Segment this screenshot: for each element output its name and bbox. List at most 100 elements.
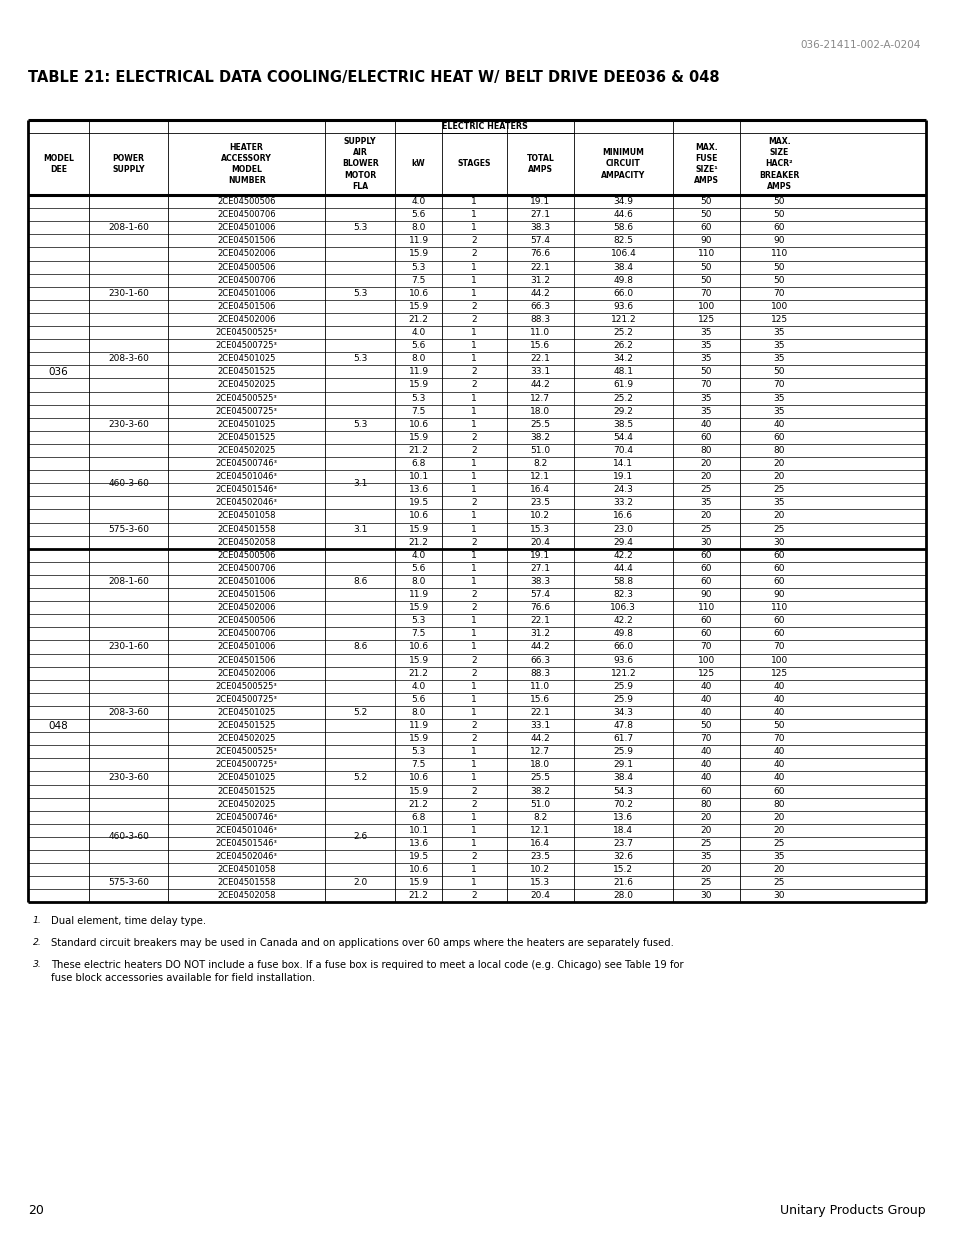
Text: 19.1: 19.1 (530, 551, 550, 559)
Text: 57.4: 57.4 (530, 590, 550, 599)
Text: 25.5: 25.5 (530, 420, 550, 429)
Text: 29.1: 29.1 (613, 761, 633, 769)
Text: 10.1: 10.1 (408, 826, 428, 835)
Text: 2CE04501506: 2CE04501506 (217, 236, 275, 246)
Text: 29.4: 29.4 (613, 537, 633, 547)
Text: 42.2: 42.2 (613, 616, 633, 625)
Text: 2CE04500706: 2CE04500706 (217, 275, 275, 284)
Text: 76.6: 76.6 (530, 249, 550, 258)
Text: 35: 35 (773, 852, 784, 861)
Text: 21.2: 21.2 (408, 799, 428, 809)
Text: 8.0: 8.0 (411, 354, 425, 363)
Text: 125: 125 (698, 668, 714, 678)
Text: 21.2: 21.2 (408, 668, 428, 678)
Text: 2CE04500506: 2CE04500506 (217, 551, 275, 559)
Text: 25: 25 (773, 839, 784, 848)
Text: 35: 35 (700, 499, 712, 508)
Text: 38.3: 38.3 (530, 577, 550, 585)
Text: 2CE04500746³: 2CE04500746³ (215, 813, 277, 821)
Text: 2CE04501558: 2CE04501558 (217, 878, 275, 887)
Text: 2CE04501506: 2CE04501506 (217, 590, 275, 599)
Text: 16.4: 16.4 (530, 839, 550, 848)
Text: 10.6: 10.6 (408, 866, 428, 874)
Text: 80: 80 (700, 446, 712, 454)
Text: 2: 2 (471, 603, 476, 613)
Text: 1: 1 (471, 224, 476, 232)
Text: 48.1: 48.1 (613, 367, 633, 377)
Text: 048: 048 (49, 720, 69, 731)
Text: 2CE04502006: 2CE04502006 (217, 603, 275, 613)
Text: 1: 1 (471, 289, 476, 298)
Text: 25.9: 25.9 (613, 747, 633, 756)
Text: 50: 50 (773, 367, 784, 377)
Text: TOTAL
AMPS: TOTAL AMPS (526, 154, 554, 174)
Text: 2CE04500725³: 2CE04500725³ (215, 761, 277, 769)
Text: 230-3-60: 230-3-60 (108, 773, 149, 783)
Text: 27.1: 27.1 (530, 210, 550, 219)
Text: 2CE04502025: 2CE04502025 (217, 380, 275, 389)
Text: 15.9: 15.9 (408, 656, 428, 664)
Text: 2CE04502025: 2CE04502025 (217, 734, 275, 743)
Text: 20: 20 (773, 511, 784, 520)
Text: 8.6: 8.6 (353, 642, 367, 651)
Text: 036: 036 (49, 367, 69, 377)
Text: 60: 60 (700, 787, 712, 795)
Text: 8.0: 8.0 (411, 577, 425, 585)
Text: 1: 1 (471, 394, 476, 403)
Text: 2: 2 (471, 892, 476, 900)
Text: 12.7: 12.7 (530, 747, 550, 756)
Text: 70: 70 (700, 642, 712, 651)
Text: 25: 25 (773, 485, 784, 494)
Text: 1: 1 (471, 682, 476, 690)
Text: 25: 25 (700, 485, 711, 494)
Text: 44.2: 44.2 (530, 380, 550, 389)
Text: 1: 1 (471, 839, 476, 848)
Text: 66.0: 66.0 (613, 642, 633, 651)
Text: 70: 70 (700, 289, 712, 298)
Text: 15.2: 15.2 (613, 866, 633, 874)
Text: 18.0: 18.0 (530, 761, 550, 769)
Text: 2: 2 (471, 315, 476, 324)
Text: 2: 2 (471, 301, 476, 311)
Text: 49.8: 49.8 (613, 275, 633, 284)
Text: 100: 100 (770, 656, 787, 664)
Text: 21.2: 21.2 (408, 315, 428, 324)
Text: 25: 25 (773, 525, 784, 534)
Text: 60: 60 (773, 564, 784, 573)
Text: 60: 60 (773, 616, 784, 625)
Text: 60: 60 (700, 630, 712, 638)
Text: 4.0: 4.0 (411, 551, 425, 559)
Text: 90: 90 (773, 236, 784, 246)
Text: 80: 80 (773, 799, 784, 809)
Text: 1: 1 (471, 329, 476, 337)
Text: 35: 35 (700, 329, 712, 337)
Text: 54.4: 54.4 (613, 432, 633, 442)
Text: 66.3: 66.3 (530, 301, 550, 311)
Text: 51.0: 51.0 (530, 799, 550, 809)
Text: 2CE04502058: 2CE04502058 (217, 537, 275, 547)
Text: 12.1: 12.1 (530, 826, 550, 835)
Text: 125: 125 (698, 315, 714, 324)
Text: 50: 50 (700, 367, 712, 377)
Text: 8.0: 8.0 (411, 708, 425, 718)
Text: 40: 40 (773, 747, 784, 756)
Text: 10.6: 10.6 (408, 642, 428, 651)
Text: 16.6: 16.6 (613, 511, 633, 520)
Text: 15.9: 15.9 (408, 301, 428, 311)
Text: 25.9: 25.9 (613, 695, 633, 704)
Text: 15.9: 15.9 (408, 787, 428, 795)
Text: 50: 50 (700, 210, 712, 219)
Text: 25.2: 25.2 (613, 394, 633, 403)
Text: 2CE04501006: 2CE04501006 (217, 577, 275, 585)
Text: 2CE04501046³: 2CE04501046³ (215, 826, 277, 835)
Text: 20: 20 (700, 511, 711, 520)
Text: 20: 20 (773, 826, 784, 835)
Text: 35: 35 (773, 341, 784, 351)
Text: 2CE04500525³: 2CE04500525³ (215, 394, 277, 403)
Text: 60: 60 (773, 577, 784, 585)
Text: 2CE04501506: 2CE04501506 (217, 656, 275, 664)
Text: 70: 70 (773, 642, 784, 651)
Text: 11.9: 11.9 (408, 590, 428, 599)
Text: 5.3: 5.3 (353, 420, 367, 429)
Text: 30: 30 (700, 537, 712, 547)
